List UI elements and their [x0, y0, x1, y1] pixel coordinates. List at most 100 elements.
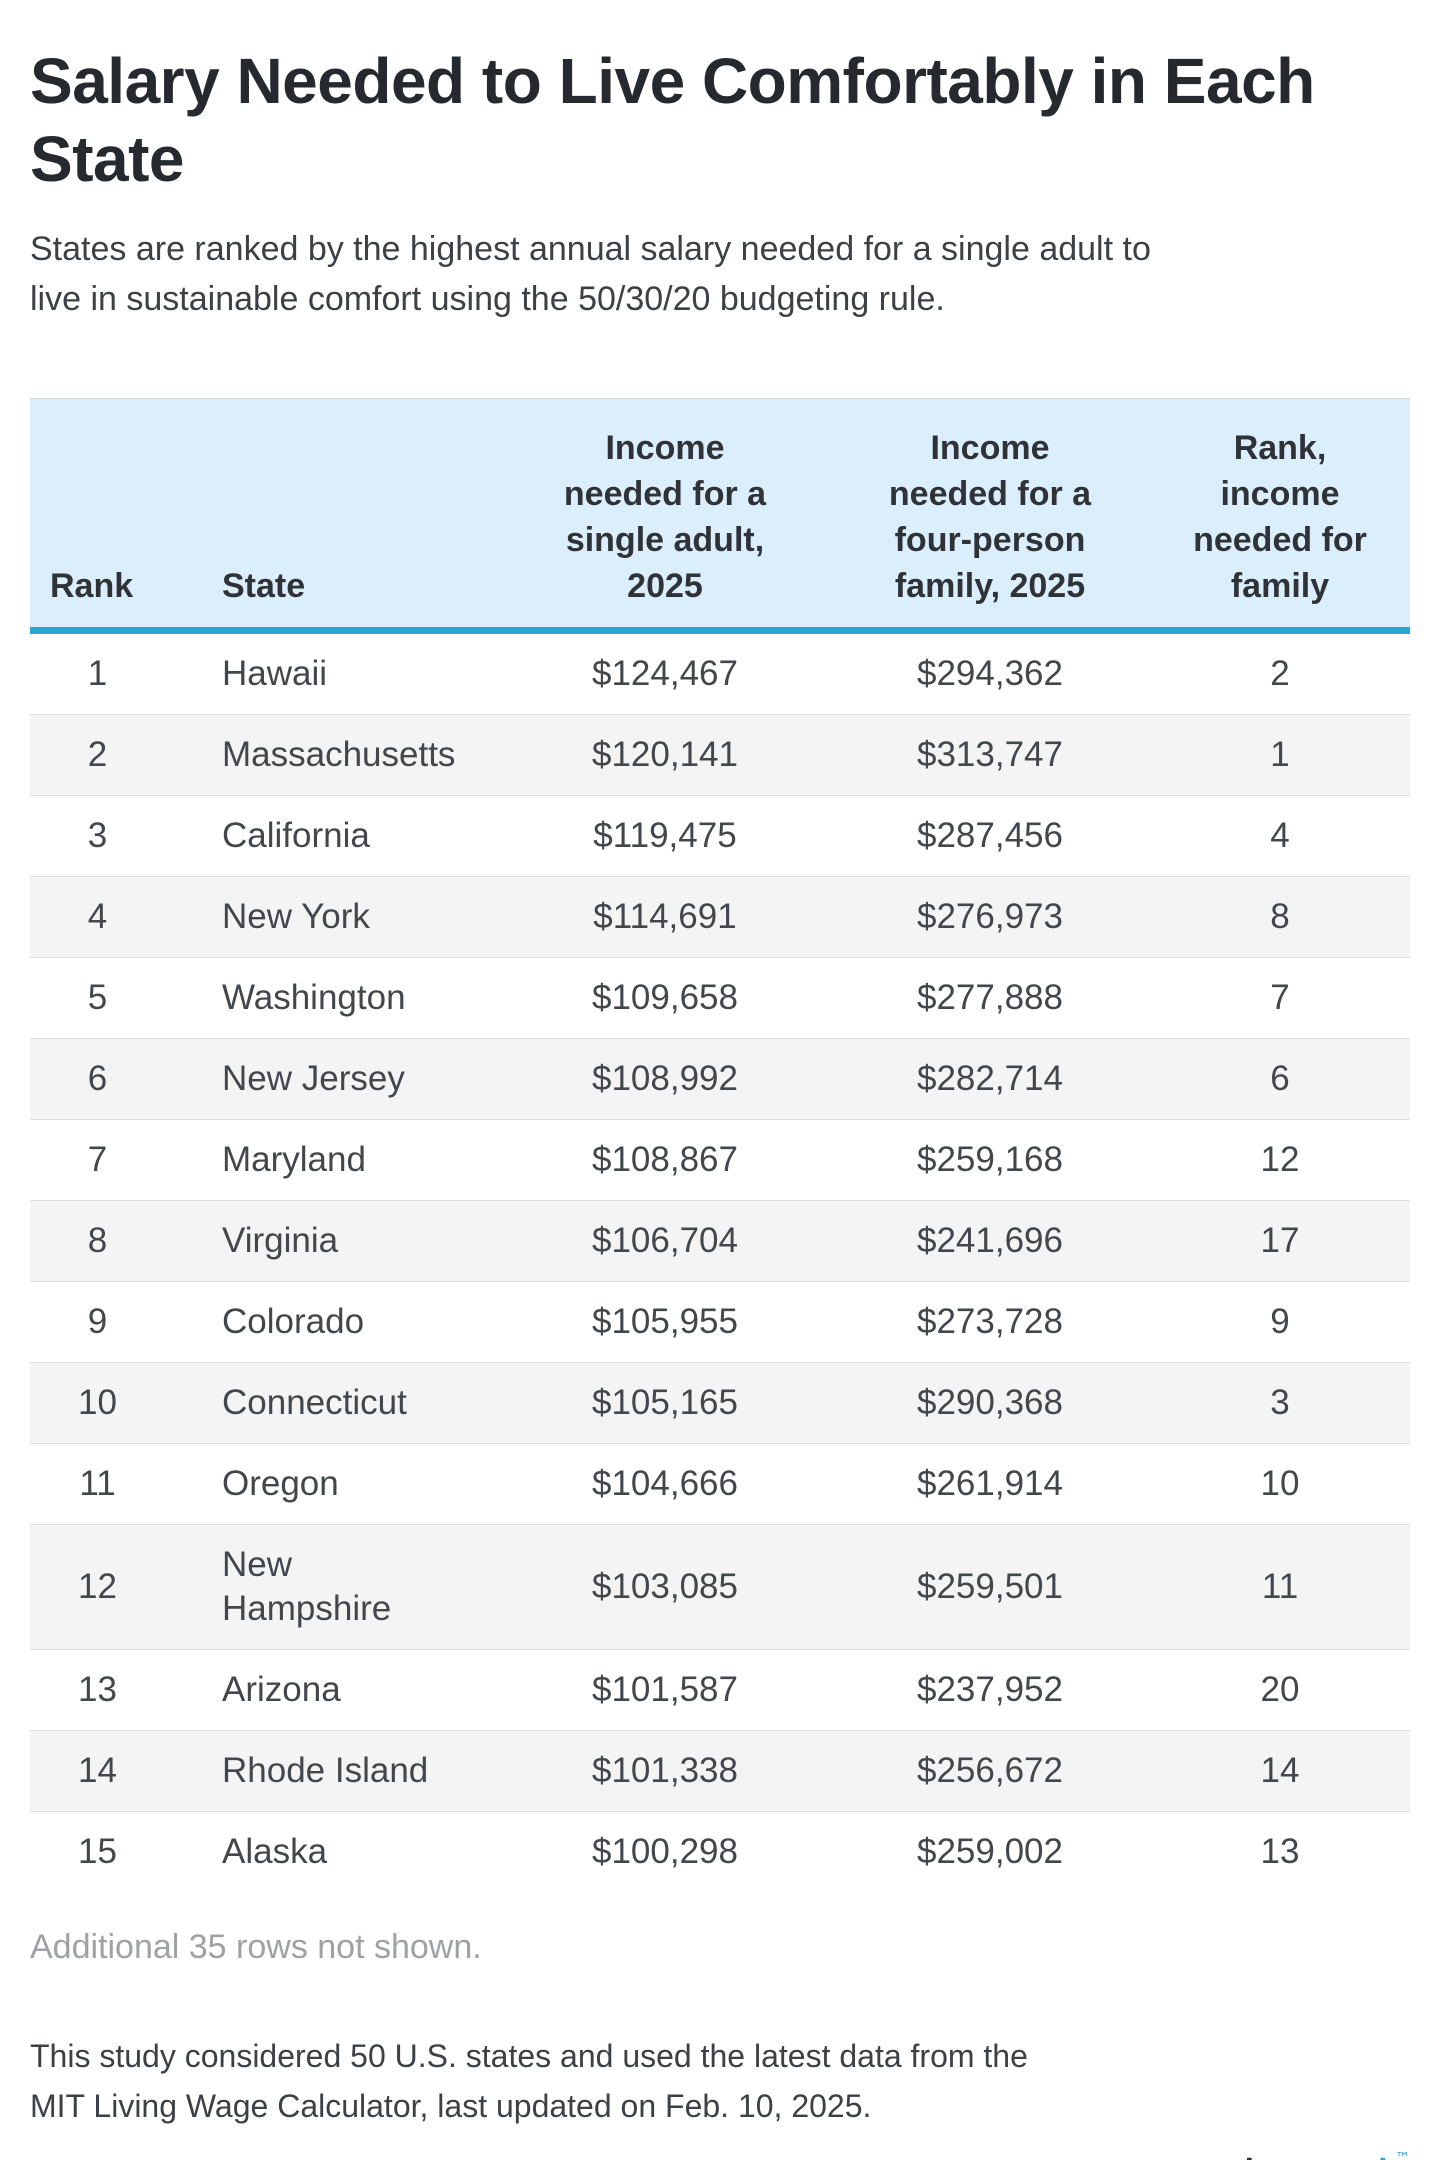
- table-row: 13 Arizona $101,587 $237,952 20: [30, 1650, 1410, 1731]
- table-row: 9 Colorado $105,955 $273,728 9: [30, 1282, 1410, 1363]
- column-header-income-family: Income needed for a four-person family, …: [830, 398, 1150, 635]
- income-single-cell: $108,867: [592, 1140, 738, 1180]
- income-family-cell: $259,002: [917, 1832, 1063, 1872]
- footer: Source: SmartAsset 2025 Study smartasset…: [30, 2147, 1410, 2160]
- rank-cell: 13: [78, 1670, 117, 1710]
- table-row: 5 Washington $109,658 $277,888 7: [30, 958, 1410, 1039]
- family-rank-cell: 3: [1270, 1383, 1290, 1423]
- income-single-cell: $114,691: [593, 897, 737, 937]
- state-cell: Arizona: [222, 1670, 341, 1710]
- column-header-rank: Rank: [30, 398, 165, 635]
- state-cell: Connecticut: [222, 1383, 407, 1423]
- rank-cell: 4: [87, 897, 108, 937]
- rank-cell: 3: [87, 816, 108, 856]
- column-header-state: State: [165, 398, 500, 635]
- income-single-cell: $120,141: [592, 735, 738, 775]
- income-family-cell: $290,368: [917, 1383, 1063, 1423]
- table-row: 14 Rhode Island $101,338 $256,672 14: [30, 1730, 1410, 1812]
- income-family-cell: $261,914: [917, 1464, 1063, 1504]
- income-family-cell: $237,952: [917, 1670, 1063, 1710]
- rank-cell: 12: [78, 1567, 117, 1607]
- income-single-cell: $101,338: [592, 1751, 738, 1791]
- table-row: 7 Maryland $108,867 $259,168 12: [30, 1120, 1410, 1201]
- rank-cell: 5: [87, 978, 108, 1018]
- family-rank-cell: 11: [1261, 1567, 1299, 1607]
- family-rank-cell: 2: [1270, 654, 1290, 694]
- state-cell: Maryland: [222, 1140, 366, 1180]
- table-header: Rank State Income needed for a single ad…: [30, 398, 1410, 635]
- state-cell: New Hampshire: [222, 1545, 392, 1629]
- table-row: 12 New Hampshire $103,085 $259,501 11: [30, 1524, 1410, 1650]
- smartasset-logo: smartasset™: [1115, 2147, 1410, 2160]
- family-rank-cell: 17: [1260, 1221, 1300, 1261]
- state-cell: Oregon: [222, 1464, 339, 1504]
- rank-cell: 10: [78, 1383, 117, 1423]
- income-single-cell: $124,467: [592, 654, 738, 694]
- family-rank-cell: 9: [1270, 1302, 1290, 1342]
- study-note: This study considered 50 U.S. states and…: [30, 2038, 1028, 2125]
- table-row: 2 Massachusetts $120,141 $313,747 1: [30, 714, 1410, 796]
- table-row: 3 California $119,475 $287,456 4: [30, 796, 1410, 877]
- rank-cell: 9: [87, 1302, 108, 1342]
- state-cell: New York: [222, 897, 370, 937]
- additional-rows-note: Additional 35 rows not shown.: [30, 1928, 482, 1967]
- family-rank-cell: 6: [1270, 1059, 1290, 1099]
- column-header-income-single: Income needed for a single adult, 2025: [500, 398, 830, 635]
- income-family-cell: $259,168: [917, 1140, 1063, 1180]
- state-cell: California: [222, 816, 370, 856]
- income-family-cell: $241,696: [917, 1221, 1063, 1261]
- income-single-cell: $105,955: [592, 1302, 738, 1342]
- page-title: Salary Needed to Live Comfortably in Eac…: [30, 45, 1315, 196]
- table-row: 10 Connecticut $105,165 $290,368 3: [30, 1362, 1410, 1444]
- state-cell: Virginia: [222, 1221, 339, 1261]
- state-cell: Massachusetts: [222, 735, 456, 775]
- table-row: 1 Hawaii $124,467 $294,362 2: [30, 631, 1410, 715]
- income-single-cell: $108,992: [592, 1059, 738, 1099]
- income-single-cell: $109,658: [592, 978, 738, 1018]
- income-family-cell: $277,888: [917, 978, 1063, 1018]
- income-family-cell: $287,456: [917, 816, 1063, 856]
- income-family-cell: $273,728: [917, 1302, 1063, 1342]
- family-rank-cell: 1: [1270, 735, 1290, 775]
- income-single-cell: $106,704: [592, 1221, 738, 1261]
- family-rank-cell: 12: [1260, 1140, 1300, 1180]
- family-rank-cell: 20: [1260, 1670, 1300, 1710]
- family-rank-cell: 4: [1270, 816, 1290, 856]
- table-row: 8 Virginia $106,704 $241,696 17: [30, 1200, 1410, 1282]
- rank-cell: 7: [87, 1140, 108, 1180]
- rank-cell: 6: [87, 1059, 108, 1099]
- income-single-cell: $119,475: [593, 816, 737, 856]
- family-rank-cell: 8: [1270, 897, 1290, 937]
- state-cell: Rhode Island: [222, 1751, 429, 1791]
- header-row: Rank State Income needed for a single ad…: [30, 398, 1410, 635]
- logo-asset: asset: [1262, 2147, 1396, 2160]
- income-family-cell: $313,747: [917, 735, 1063, 775]
- income-family-cell: $256,672: [917, 1751, 1063, 1791]
- table-row: 4 New York $114,691 $276,973 8: [30, 876, 1410, 958]
- state-cell: Hawaii: [222, 654, 328, 694]
- income-single-cell: $104,666: [592, 1464, 738, 1504]
- logo-smart: smart: [1115, 2147, 1262, 2160]
- table-row: 6 New Jersey $108,992 $282,714 6: [30, 1038, 1410, 1120]
- state-cell: Colorado: [222, 1302, 365, 1342]
- column-header-family-rank: Rank, income needed for family: [1150, 398, 1410, 635]
- rank-cell: 2: [87, 735, 108, 775]
- income-family-cell: $294,362: [917, 654, 1063, 694]
- income-single-cell: $100,298: [592, 1832, 738, 1872]
- table-row: 11 Oregon $104,666 $261,914 10: [30, 1444, 1410, 1525]
- income-single-cell: $105,165: [592, 1383, 738, 1423]
- income-family-cell: $276,973: [917, 897, 1063, 937]
- income-family-cell: $282,714: [917, 1059, 1063, 1099]
- page-subtitle: States are ranked by the highest annual …: [30, 230, 1151, 319]
- state-cell: Alaska: [222, 1832, 328, 1872]
- rank-cell: 1: [87, 654, 108, 694]
- income-family-cell: $259,501: [917, 1567, 1063, 1607]
- family-rank-cell: 14: [1260, 1751, 1300, 1791]
- rank-cell: 14: [78, 1751, 117, 1791]
- family-rank-cell: 13: [1260, 1832, 1300, 1872]
- income-single-cell: $103,085: [592, 1567, 738, 1607]
- family-rank-cell: 10: [1260, 1464, 1300, 1504]
- state-cell: Washington: [222, 978, 406, 1018]
- salary-table: Rank State Income needed for a single ad…: [30, 398, 1410, 1892]
